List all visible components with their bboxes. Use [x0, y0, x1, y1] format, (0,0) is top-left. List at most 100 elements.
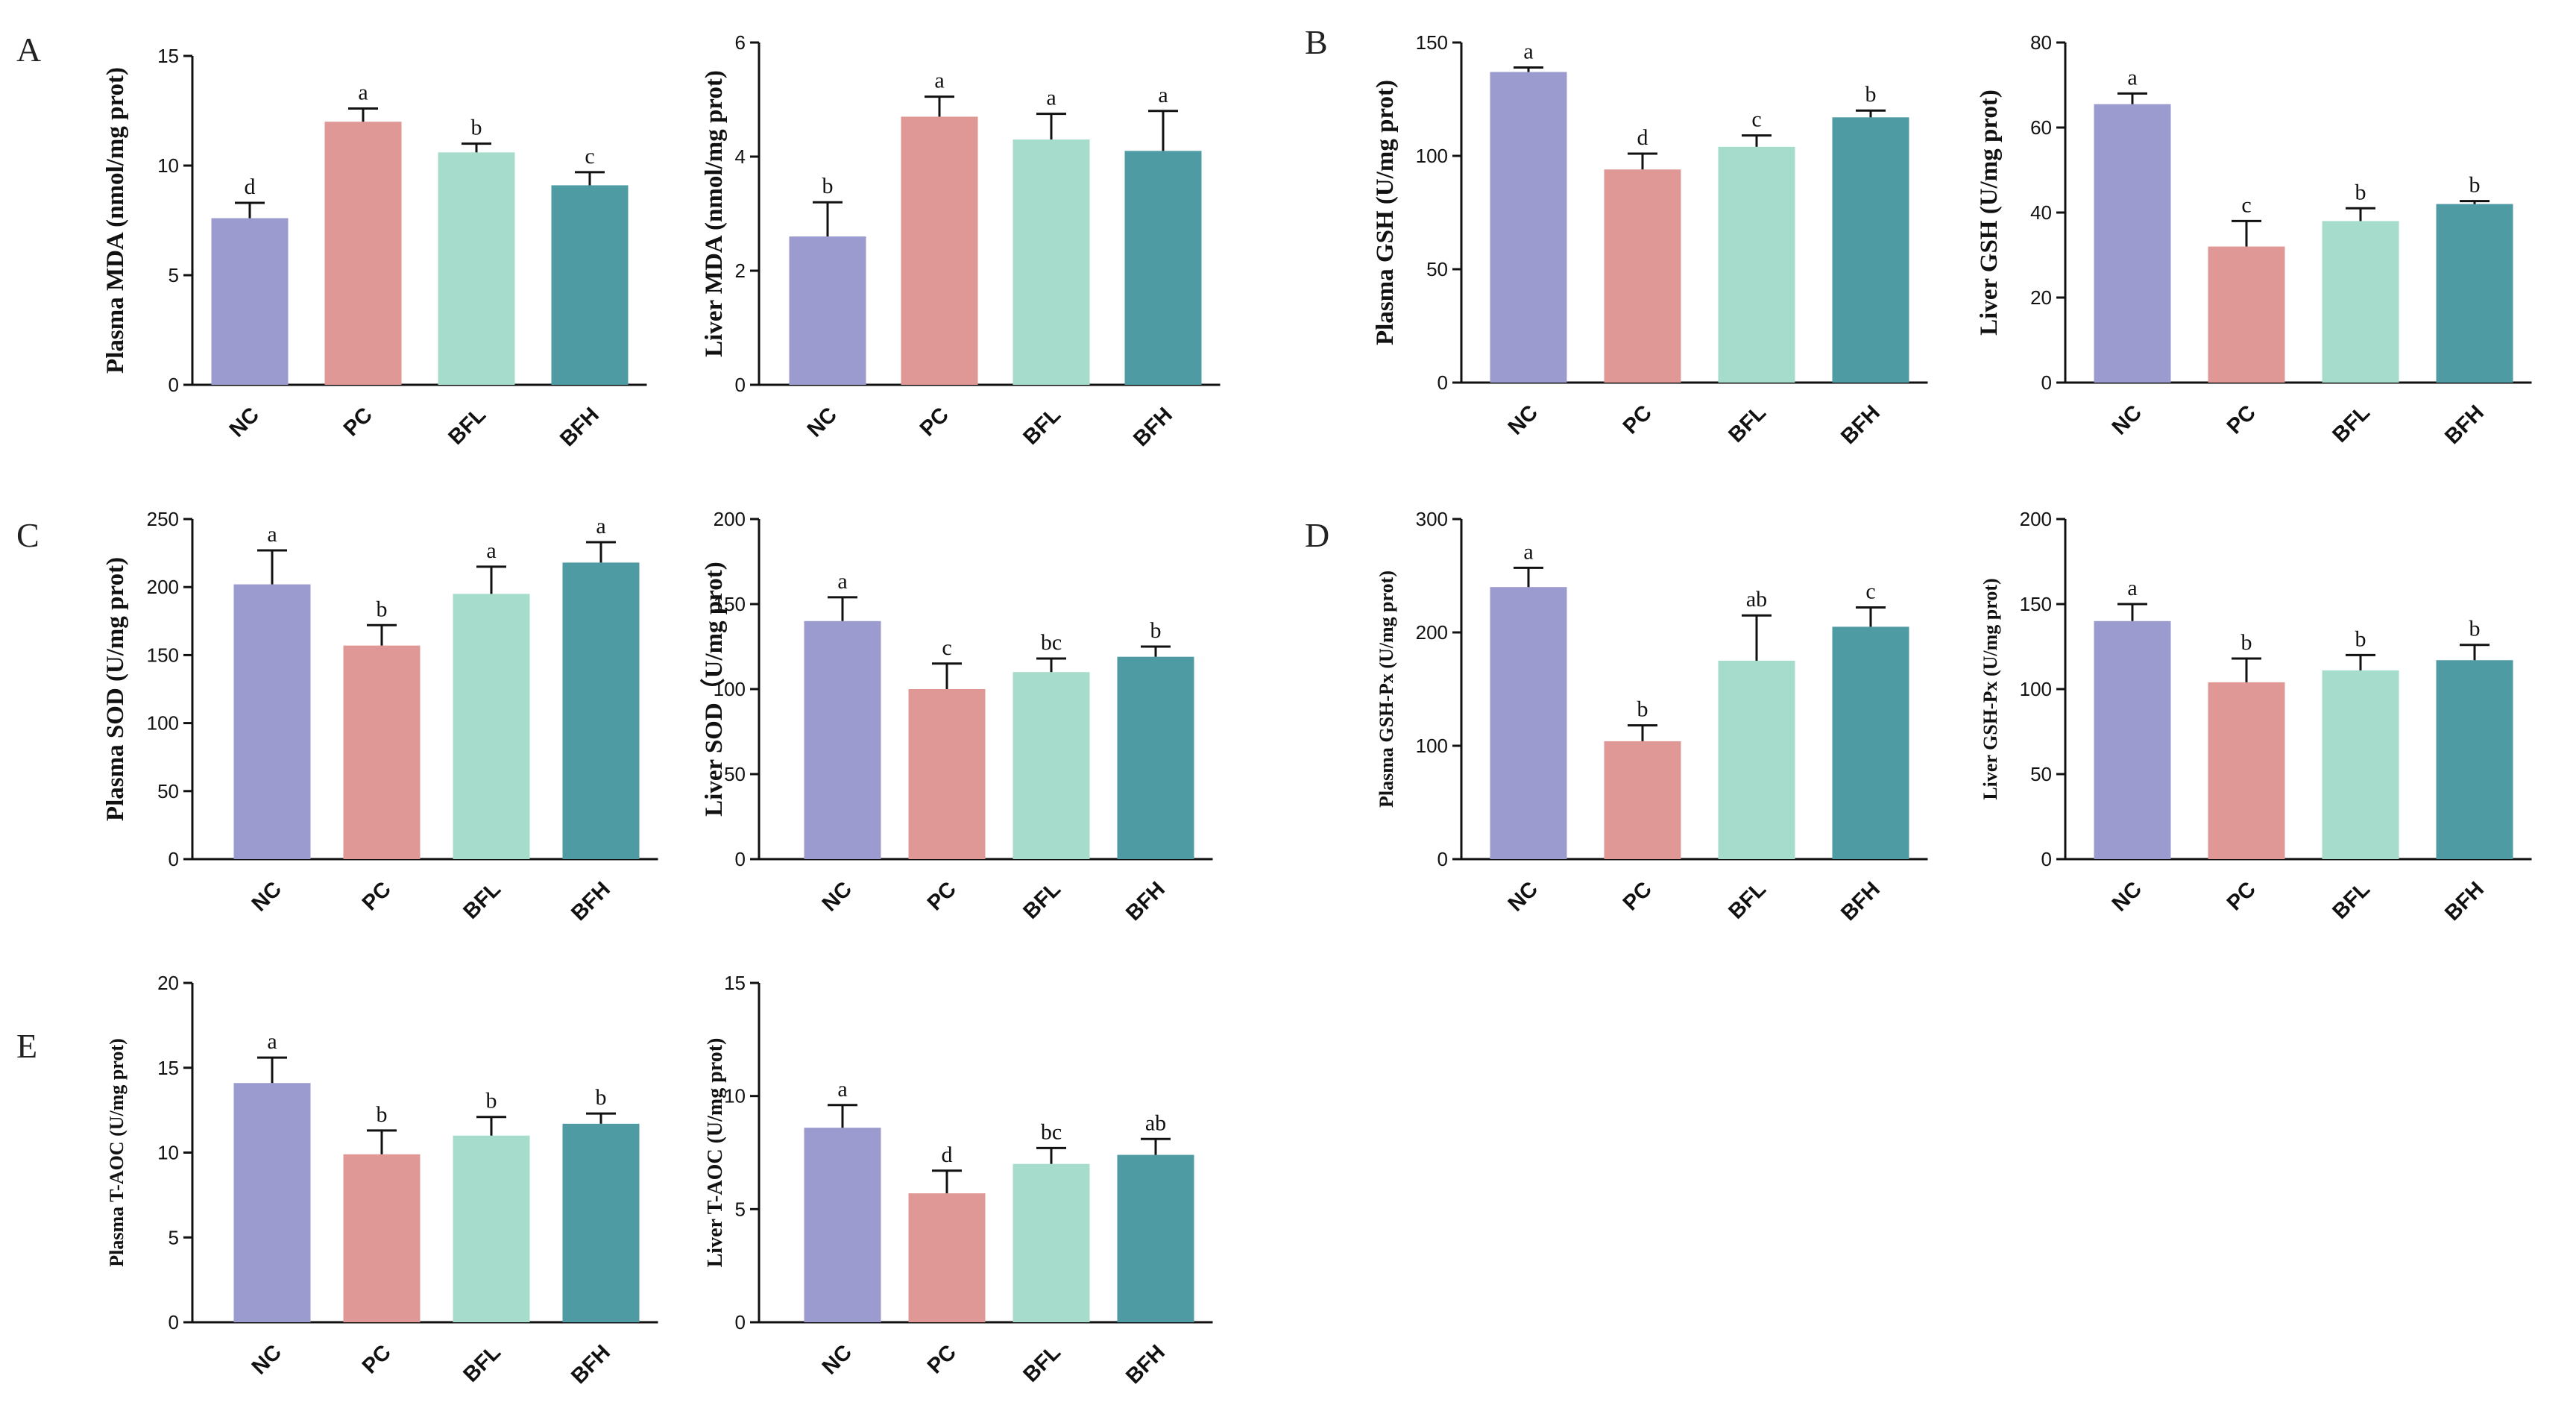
bar-pc — [1604, 741, 1681, 859]
bar-nc — [804, 1128, 881, 1322]
bar-nc — [1490, 587, 1567, 859]
y-axis-title: Plasma SOD (U/mg prot) — [102, 557, 129, 821]
y-tick-label: 150 — [1416, 31, 1448, 54]
bar-bfh — [551, 185, 629, 385]
sig-letter-bfl: c — [1751, 107, 1761, 132]
panel-letter-a: A — [16, 31, 41, 69]
sig-letter-bfh: c — [585, 144, 594, 169]
y-axis-title: Plasma MDA (nmol/mg prot) — [102, 67, 129, 374]
y-tick-label: 10 — [157, 154, 179, 177]
category-label-nc: NC — [2108, 400, 2147, 439]
sig-letter-bfh: c — [1865, 579, 1875, 604]
y-tick-label: 200 — [714, 508, 746, 530]
category-label-bfh: BFH — [1129, 403, 1177, 451]
y-tick-label: 20 — [2030, 286, 2052, 309]
y-axis-title: Plasma GSH (U/mg prot) — [1372, 80, 1399, 345]
y-axis-title: Liver GSH (U/mg prot) — [1976, 89, 2003, 336]
sig-letter-nc: a — [2127, 576, 2137, 600]
y-tick-label: 0 — [169, 1311, 179, 1333]
category-label-bfh: BFH — [1121, 877, 1170, 926]
sig-letter-bfh: b — [2469, 617, 2481, 641]
bar-pc — [908, 1193, 986, 1322]
y-tick-label: 5 — [735, 1198, 746, 1220]
category-label-pc: PC — [1619, 877, 1657, 915]
bar-bfl — [1013, 672, 1090, 859]
bar-bfl — [453, 594, 530, 859]
sig-letter-pc: a — [934, 69, 944, 93]
y-tick-label: 0 — [2041, 848, 2052, 870]
y-tick-label: 300 — [1416, 508, 1448, 530]
category-label-bfh: BFH — [2440, 400, 2489, 449]
y-tick-label: 15 — [157, 1057, 179, 1079]
y-tick-label: 80 — [2030, 31, 2052, 54]
sig-letter-nc: a — [1523, 539, 1533, 564]
sig-letter-nc: a — [837, 1077, 847, 1102]
bar-bfh — [1124, 151, 1202, 385]
category-label-nc: NC — [803, 403, 842, 441]
y-tick-label: 150 — [714, 593, 746, 615]
y-tick-label: 100 — [2020, 678, 2052, 700]
bar-bfh — [1117, 1154, 1194, 1322]
y-tick-label: 0 — [169, 374, 179, 396]
sig-letter-pc: d — [942, 1143, 953, 1167]
sig-letter-bfl: b — [486, 1089, 497, 1113]
y-tick-label: 20 — [157, 972, 179, 994]
sig-letter-pc: d — [1637, 125, 1648, 150]
bar-nc — [804, 620, 881, 859]
bar-bfl — [438, 152, 515, 386]
y-tick-label: 50 — [724, 763, 746, 785]
bar-pc — [1604, 169, 1681, 383]
category-label-bfh: BFH — [1836, 400, 1885, 449]
y-tick-label: 200 — [2020, 508, 2052, 530]
category-label-pc: PC — [1619, 400, 1657, 439]
y-tick-label: 15 — [724, 972, 746, 994]
bar-bfl — [2322, 670, 2399, 859]
sig-letter-pc: c — [942, 635, 951, 660]
y-axis-title: Liver T-AOC (U/mg prot) — [704, 1038, 727, 1268]
bar-bfh — [1832, 117, 1909, 383]
category-label-nc: NC — [248, 877, 286, 916]
category-label-pc: PC — [2223, 877, 2261, 915]
y-tick-label: 0 — [169, 848, 179, 870]
chart-liver-gshpx: 0 50 100 150 200 Liver GSH-Px (U/mg prot) a NC b… — [1980, 508, 2532, 926]
category-label-bfl: BFL — [459, 877, 505, 923]
bar-bfh — [562, 562, 640, 859]
sig-letter-bfh: b — [1865, 82, 1877, 107]
chart-plasma-gsh: B 0 50 100 150 Plasma GSH (U/mg prot) a NC d PC c B… — [1305, 23, 1928, 449]
chart-plasma-gshpx: D 0 100 200 300 Plasma GSH-Px (U/mg prot) a NC b… — [1305, 508, 1928, 926]
bar-bfl — [1718, 661, 1795, 859]
y-tick-label: 6 — [735, 31, 746, 54]
y-tick-label: 10 — [157, 1142, 179, 1164]
y-tick-label: 200 — [1416, 621, 1448, 644]
category-label-nc: NC — [1504, 877, 1543, 916]
bar-pc — [343, 645, 421, 859]
bar-pc — [901, 116, 978, 385]
y-axis-title: Liver SOD（U/mg prot) — [700, 562, 728, 817]
category-label-nc: NC — [225, 403, 264, 441]
category-label-nc: NC — [248, 1340, 286, 1379]
category-label-pc: PC — [358, 877, 396, 915]
y-tick-label: 0 — [1437, 848, 1448, 870]
category-label-pc: PC — [2223, 400, 2261, 439]
y-axis-title: Liver GSH-Px (U/mg prot) — [1980, 578, 2001, 799]
category-label-bfh: BFH — [555, 403, 604, 451]
category-label-pc: PC — [339, 403, 377, 441]
y-axis-title: Liver MDA (nmol/mg prot) — [701, 70, 728, 357]
sig-letter-pc: b — [377, 1102, 388, 1127]
sig-letter-bfh: ab — [1145, 1110, 1166, 1135]
sig-letter-pc: a — [358, 81, 368, 105]
category-label-pc: PC — [358, 1340, 396, 1378]
bar-pc — [908, 689, 986, 859]
y-tick-label: 2 — [735, 260, 746, 282]
y-tick-label: 200 — [147, 576, 179, 598]
bar-bfl — [1718, 146, 1795, 383]
y-tick-label: 100 — [714, 678, 746, 700]
bar-bfh — [562, 1123, 640, 1322]
sig-letter-bfl: bc — [1041, 1119, 1062, 1144]
y-tick-label: 150 — [2020, 593, 2052, 615]
y-tick-label: 0 — [1437, 371, 1448, 394]
y-tick-label: 60 — [2030, 116, 2052, 139]
sig-letter-bfl: a — [1046, 86, 1056, 110]
sig-letter-bfl: a — [486, 538, 496, 563]
